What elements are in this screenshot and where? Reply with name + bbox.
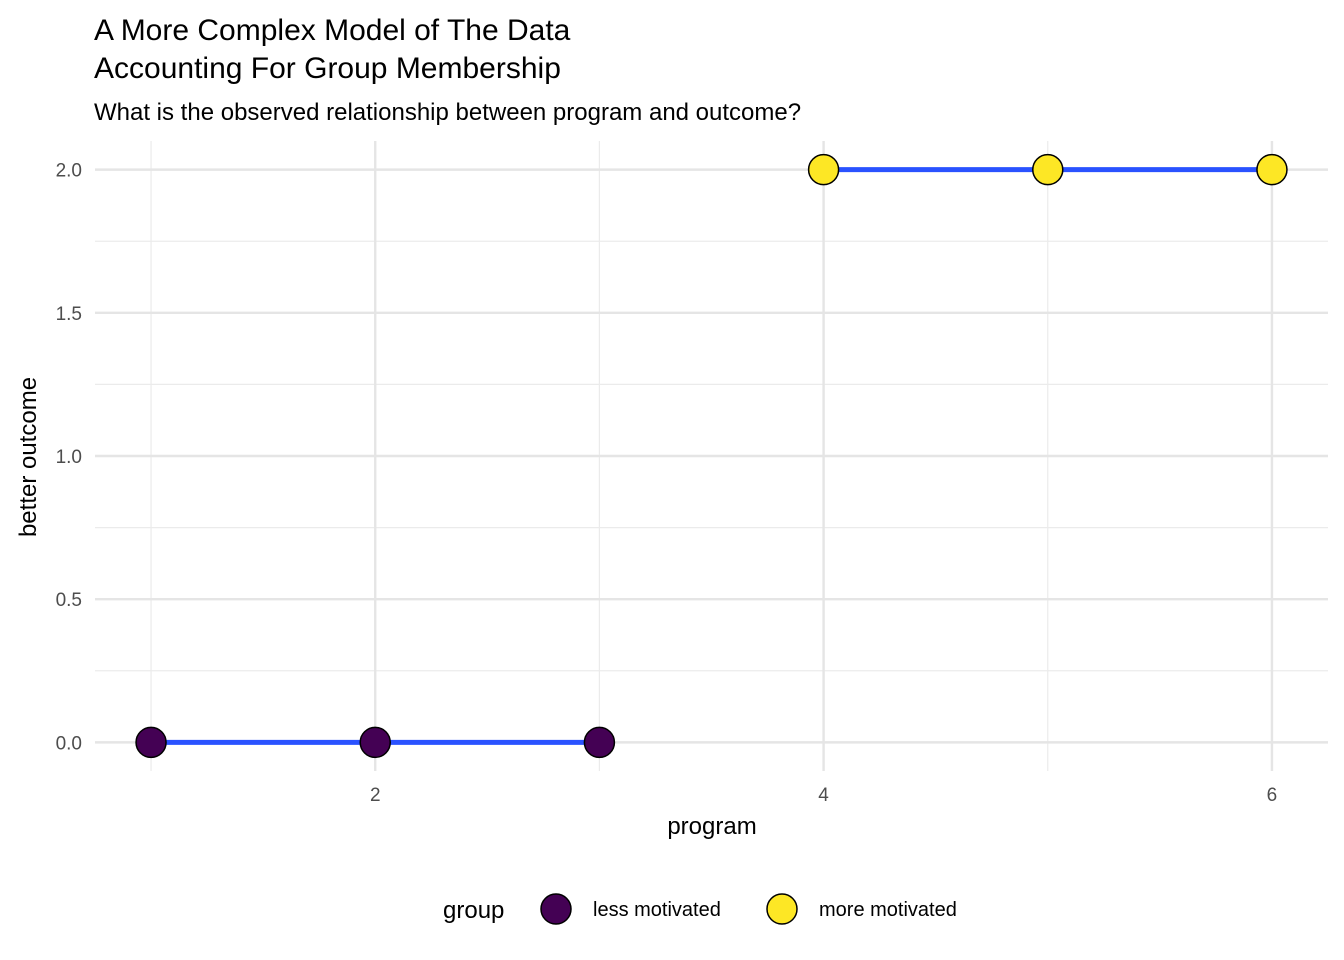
y-tick-label: 1.5	[56, 304, 82, 325]
chart-title-line-1: A More Complex Model of The Data	[94, 14, 571, 47]
y-axis-label: better outcome	[15, 377, 42, 537]
y-tick-label: 1.0	[56, 447, 82, 468]
data-point-more-motivated	[807, 153, 840, 186]
data-point-less-motivated	[583, 726, 616, 759]
legend-title: group	[443, 897, 504, 924]
y-tick-label: 0.5	[56, 590, 82, 611]
chart-title-line-2: Accounting For Group Membership	[94, 52, 561, 85]
legend-label-less-motivated: less motivated	[593, 899, 721, 921]
x-tick-label: 4	[818, 785, 829, 806]
chart-subtitle: What is the observed relationship betwee…	[94, 99, 801, 126]
legend-key-more-motivated	[766, 893, 798, 925]
legend: group less motivated more motivated	[443, 893, 957, 925]
x-tick-label: 2	[370, 785, 381, 806]
data-point-more-motivated	[1032, 153, 1064, 186]
data-point-less-motivated	[135, 726, 167, 759]
data-point-less-motivated	[359, 726, 391, 759]
x-tick-label: 6	[1267, 785, 1278, 806]
x-axis-label: program	[667, 813, 756, 840]
legend-key-less-motivated	[540, 893, 572, 925]
y-tick-label: 0.0	[56, 733, 82, 754]
y-tick-label: 2.0	[56, 161, 82, 182]
data-point-more-motivated	[1256, 153, 1288, 186]
legend-label-more-motivated: more motivated	[819, 899, 957, 921]
